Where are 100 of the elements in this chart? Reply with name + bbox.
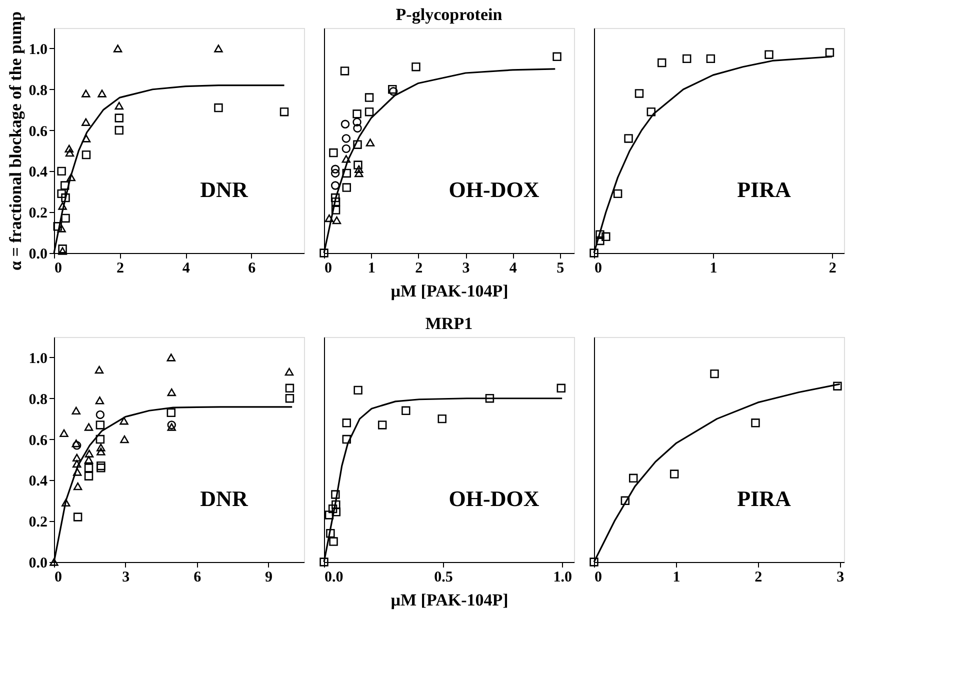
annotation: OH-DOX: [448, 177, 540, 202]
point: [342, 183, 351, 192]
point: [96, 410, 105, 420]
x-axis-title: µM [PAK-104P]: [390, 282, 508, 300]
point: [825, 48, 834, 57]
point: [98, 90, 106, 98]
x-tick-label: 6: [194, 570, 202, 586]
point: [353, 140, 362, 149]
y-tick-label: 1.0: [28, 350, 48, 367]
point: [602, 232, 610, 241]
point: [330, 164, 340, 174]
point: [96, 434, 105, 444]
x-tick-label: 0.0: [324, 570, 344, 586]
point: [96, 420, 105, 430]
x-tick-label: 0: [594, 260, 602, 276]
point: [340, 66, 350, 76]
point: [120, 417, 128, 425]
x-tick-label: 2: [415, 260, 423, 276]
point: [342, 134, 351, 143]
point: [628, 474, 638, 482]
annotation: PIRA: [737, 177, 791, 202]
point: [833, 382, 842, 390]
point: [58, 202, 67, 210]
y-tick-label: 0.8: [28, 82, 48, 99]
point: [364, 108, 374, 116]
x-tick-label: 1: [368, 260, 376, 276]
point: [72, 454, 82, 462]
x-tick-label: 0.5: [434, 570, 453, 586]
point: [84, 464, 94, 472]
point: [60, 181, 70, 190]
x-tick-label: 1.0: [553, 570, 572, 586]
point: [58, 244, 67, 254]
x-tick-label: 6: [248, 260, 256, 276]
y-tick-label: 0.4: [28, 164, 48, 181]
point: [72, 460, 82, 468]
y-tick-label: 0.2: [28, 514, 48, 531]
point: [114, 126, 124, 135]
x-tick-label: 0: [54, 260, 62, 276]
point: [72, 441, 82, 450]
point: [330, 193, 340, 202]
x-tick-label: 3: [122, 570, 130, 586]
point: [284, 368, 294, 376]
point: [167, 420, 176, 430]
point: [166, 354, 176, 362]
point: [114, 114, 124, 122]
x-tick-label: 2: [116, 260, 124, 276]
point: [364, 93, 374, 102]
point: [596, 230, 604, 239]
point: [340, 120, 350, 128]
x-tick-label: 4: [182, 260, 190, 276]
point: [366, 138, 375, 146]
point: [84, 472, 94, 480]
point: [60, 429, 68, 437]
x-tick-label: 2: [754, 570, 762, 586]
point: [330, 181, 340, 190]
x-tick-label: 3: [462, 260, 470, 276]
annotation: DNR: [200, 486, 249, 511]
point: [84, 450, 94, 458]
x-tick-label: 1: [710, 260, 718, 276]
point: [66, 173, 76, 182]
y-tick-label: 0.6: [28, 432, 48, 449]
y-tick-label: 0.8: [28, 392, 48, 408]
point: [58, 247, 67, 255]
point: [65, 148, 74, 157]
y-tick-label: 0.6: [28, 124, 48, 140]
y-tick-label: 1.0: [28, 42, 48, 58]
point: [353, 124, 362, 133]
point: [285, 384, 294, 392]
point: [682, 54, 692, 64]
point: [354, 165, 364, 173]
point: [62, 498, 70, 507]
y-tick-label: 0.0: [28, 556, 48, 572]
point: [82, 150, 91, 160]
x-tick-label: 0: [594, 570, 602, 586]
annotation: PIRA: [737, 486, 791, 511]
point: [94, 366, 104, 374]
point: [352, 118, 362, 126]
point: [354, 169, 364, 178]
point: [552, 52, 562, 61]
point: [84, 423, 94, 431]
point: [342, 155, 351, 163]
point: [96, 464, 106, 472]
point: [412, 62, 420, 72]
point: [57, 224, 66, 232]
point: [82, 90, 90, 98]
point: [166, 408, 176, 418]
point: [96, 462, 106, 470]
point: [64, 144, 74, 153]
point: [620, 496, 630, 505]
x-tick-label: 0: [54, 570, 62, 586]
x-tick-label: 0: [324, 260, 332, 276]
x-tick-label: 1: [672, 570, 680, 586]
point: [167, 423, 176, 431]
point: [388, 87, 398, 96]
point: [72, 468, 82, 476]
annotation: OH-DOX: [448, 486, 540, 511]
point: [57, 166, 66, 176]
point: [329, 148, 338, 158]
chart-title: MRP1: [425, 314, 473, 333]
point: [53, 222, 62, 231]
